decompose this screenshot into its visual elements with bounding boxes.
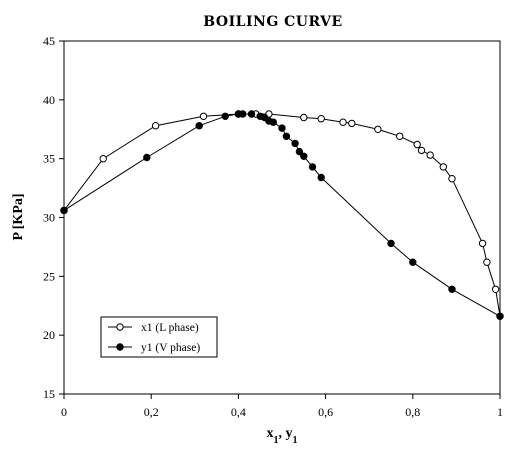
data-point-l-phase [448, 175, 456, 183]
x-tick-label: 0,2 [144, 405, 159, 419]
x-axis-title-sub2: 1 [293, 435, 298, 446]
x-tick-label: 0,6 [318, 405, 333, 419]
data-point-l-phase [348, 119, 356, 128]
data-point-v-phase [308, 163, 317, 171]
legend: x1 (L phase) y1 (V phase) [100, 316, 218, 358]
series-points [60, 110, 504, 320]
data-point-l-phase [483, 258, 491, 266]
data-point-l-phase [99, 155, 107, 163]
x-axis-title-main: x [267, 426, 274, 441]
data-point-l-phase [413, 140, 421, 149]
legend-label-v-phase: y1 (V phase) [141, 342, 200, 354]
y-tick-label: 30 [43, 211, 55, 225]
series-line-v-phase [63, 113, 501, 317]
x-axis: 0 0,2 0,4 0,6 0,8 1 [61, 394, 503, 419]
y-axis: 15 20 25 30 35 40 45 [43, 34, 64, 401]
data-point-l-phase [417, 146, 426, 155]
data-point-l-phase [374, 125, 382, 134]
data-point-l-phase [478, 239, 487, 248]
data-point-v-phase [143, 153, 151, 162]
y-tick-label: 20 [43, 328, 55, 342]
x-axis-title-sep: , y [279, 426, 293, 441]
data-point-v-phase [295, 147, 304, 156]
data-point-v-phase [300, 152, 308, 161]
x-tick-label: 1 [497, 405, 503, 419]
data-point-l-phase [317, 115, 325, 123]
x-tick-label: 0,8 [405, 405, 420, 419]
legend-marker-l-phase [116, 323, 124, 331]
y-tick-label: 15 [43, 387, 55, 401]
series-line-l-phase [63, 113, 501, 317]
y-tick-label: 40 [43, 93, 55, 107]
data-point-l-phase [491, 285, 500, 293]
legend-marker-v-phase [116, 343, 124, 351]
data-point-v-phase [239, 110, 247, 118]
y-tick-label: 45 [43, 34, 55, 48]
data-point-v-phase [317, 173, 325, 182]
data-point-v-phase [496, 312, 504, 320]
data-point-v-phase [269, 118, 277, 126]
data-point-v-phase [60, 206, 68, 215]
chart-title: BOILING CURVE [203, 14, 342, 30]
data-point-l-phase [396, 132, 404, 141]
x-axis-title: x1, y1 [267, 426, 298, 446]
data-point-v-phase [448, 285, 456, 293]
x-tick-label: 0 [61, 405, 67, 419]
data-point-v-phase [387, 239, 395, 248]
data-point-v-phase [282, 132, 291, 141]
data-point-l-phase [426, 151, 434, 159]
data-point-v-phase [291, 139, 299, 148]
data-point-l-phase [339, 118, 347, 126]
plot-area: 15 20 25 30 35 40 45 0 0,2 0,4 0,6 0,8 1 [43, 34, 504, 419]
data-point-l-phase [199, 112, 208, 121]
data-point-l-phase [151, 122, 160, 130]
y-tick-label: 25 [43, 269, 55, 283]
data-point-l-phase [439, 163, 447, 171]
y-axis-title: P [KPa] [11, 193, 26, 240]
y-tick-label: 35 [43, 152, 55, 166]
legend-label-l-phase: x1 (L phase) [141, 322, 199, 334]
x-axis-title-sub1: 1 [274, 435, 279, 446]
series-lines [63, 113, 501, 317]
data-point-v-phase [195, 122, 203, 130]
data-point-v-phase [409, 258, 417, 266]
data-point-v-phase [221, 112, 230, 121]
data-point-l-phase [300, 113, 308, 122]
data-point-v-phase [278, 124, 286, 132]
x-tick-label: 0,4 [231, 405, 246, 419]
data-point-v-phase [247, 110, 256, 118]
